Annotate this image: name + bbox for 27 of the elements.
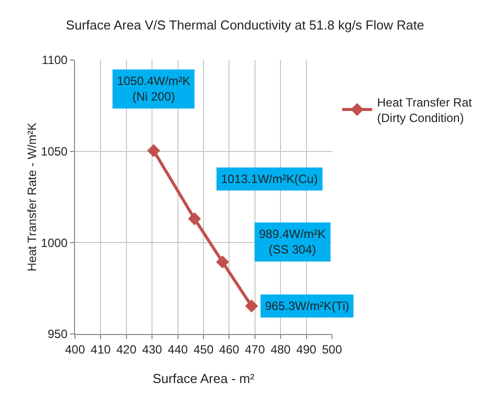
y-tick-label: 1100 bbox=[42, 53, 68, 68]
x-tick-label: 500 bbox=[322, 342, 342, 356]
point bbox=[245, 300, 258, 313]
x-tick-label: 430 bbox=[142, 342, 162, 356]
x-tick-label: 470 bbox=[244, 342, 266, 356]
annotation: 1050.4W/m²K (Ni 200) bbox=[117, 74, 190, 104]
x-tick-label: 440 bbox=[168, 342, 188, 356]
annotation: 965.3W/m²K(Ti) bbox=[265, 299, 350, 313]
annotation: 1013.1W/m²K(Cu) bbox=[221, 172, 318, 186]
y-tick-label: 950 bbox=[48, 327, 68, 342]
point bbox=[216, 256, 230, 269]
point bbox=[188, 212, 201, 226]
x-axis-title: Surface Area - m² bbox=[152, 371, 256, 386]
x-tick-label: 480 bbox=[270, 342, 291, 356]
y-axis-title: Heat Transfer Rate - W/m²K bbox=[24, 122, 39, 272]
x-tick-label: 460 bbox=[219, 342, 240, 356]
x-tick-label: 410 bbox=[90, 342, 112, 356]
point bbox=[147, 144, 160, 158]
annotation: 989.4W/m²K (SS 304) bbox=[259, 227, 326, 257]
legend-label: Heat Transfer Rat (Dirty Condition) bbox=[377, 95, 473, 125]
y-tick-label: 1000 bbox=[40, 236, 68, 250]
y-tick-label: 1050 bbox=[40, 144, 68, 159]
x-tick-label: 490 bbox=[296, 342, 317, 356]
x-tick-label: 420 bbox=[116, 342, 137, 356]
x-tick-label: 450 bbox=[193, 342, 214, 356]
x-tick-label: 400 bbox=[64, 342, 86, 356]
chart-title: Surface Area V/S Thermal Conductivity at 51.8 kg/s Flow Rate bbox=[66, 17, 424, 32]
